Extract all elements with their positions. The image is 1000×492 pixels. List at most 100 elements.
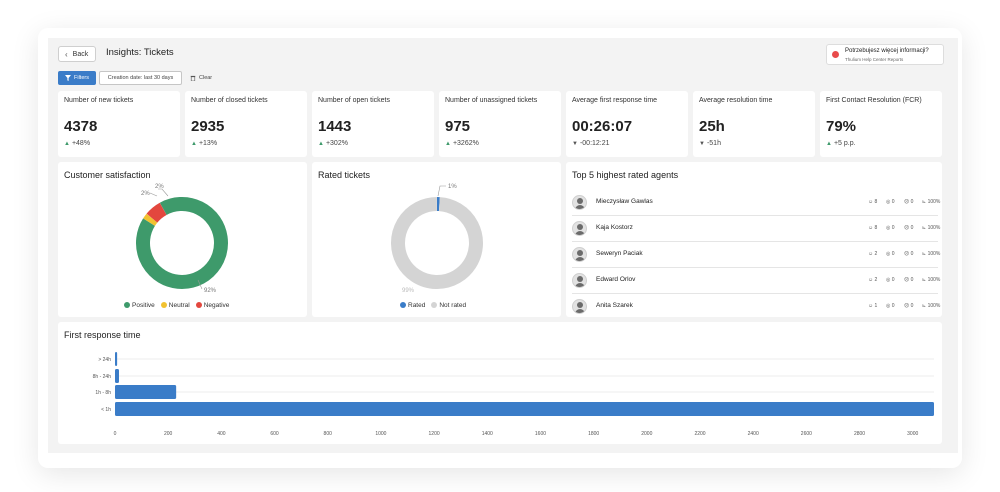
neutral-label-leader bbox=[149, 192, 158, 197]
y-tick-label: 1h - 8h bbox=[95, 390, 111, 396]
x-tick-label: 200 bbox=[164, 431, 173, 437]
top-agents-panel: Top 5 highest rated agents Mieczysław Ga… bbox=[566, 162, 942, 317]
kpi-change: ▲ +5 p.p. bbox=[826, 140, 856, 147]
legend-rated: Rated bbox=[400, 302, 425, 309]
kpi-card[interactable]: Average resolution time 25h ▼ -51h bbox=[693, 91, 815, 157]
date-filter-chip[interactable]: Creation date: last 30 days bbox=[99, 71, 182, 85]
kpi-card[interactable]: Number of closed tickets 2935 ▲ +13% bbox=[185, 91, 307, 157]
help-banner[interactable]: Potrzebujesz więcej informacji? Thulium … bbox=[826, 44, 944, 65]
x-tick-label: 1400 bbox=[482, 431, 493, 437]
kpi-label: Number of closed tickets bbox=[191, 97, 268, 104]
rated-percent-label: 1% bbox=[448, 184, 457, 190]
customer-satisfaction-legend: Positive Neutral Negative bbox=[124, 302, 229, 309]
agent-name: Mieczysław Gawlas bbox=[596, 198, 653, 205]
legend-rated-label: Rated bbox=[408, 302, 426, 309]
negative-percent-label: 2% bbox=[155, 184, 164, 190]
bar-8h-24h bbox=[115, 369, 119, 383]
agent-stat-neg: ☹ 0 bbox=[904, 225, 913, 231]
agent-stat-value: 0 bbox=[891, 303, 895, 309]
agent-stat-value: 2 bbox=[874, 277, 878, 283]
kpi-value: 79% bbox=[826, 118, 857, 135]
agent-stat-value: 0 bbox=[891, 277, 895, 283]
back-button[interactable]: ‹ Back bbox=[58, 46, 96, 62]
agent-stat-neu: ◎ 0 bbox=[886, 251, 895, 257]
kpi-label: First Contact Resolution (FCR) bbox=[826, 97, 922, 104]
x-tick-label: 400 bbox=[217, 431, 226, 437]
agent-stat-pct: ⊾ 100% bbox=[922, 251, 940, 257]
kpi-card[interactable]: Average first response time 00:26:07 ▼ -00:… bbox=[566, 91, 688, 157]
sad-face-icon: ☹ bbox=[904, 277, 911, 283]
kpi-change-value: -00:12:21 bbox=[579, 140, 610, 147]
donut-slice-negative bbox=[146, 202, 167, 223]
triangle-up-icon: ▲ bbox=[191, 140, 197, 147]
legend-not-rated-label: Not rated bbox=[439, 302, 467, 309]
agent-row[interactable]: Mieczysław Gawlas ☺ 8 ◎ 0 ☹ 0 ⊾ 100% bbox=[572, 190, 940, 216]
triangle-up-icon: ▲ bbox=[826, 140, 832, 147]
x-tick-label: 600 bbox=[270, 431, 279, 437]
rated-swatch bbox=[400, 302, 406, 308]
not-rated-swatch bbox=[431, 302, 438, 308]
customer-satisfaction-panel: Customer satisfaction 2% 2% 92% Positive N… bbox=[58, 162, 307, 317]
agent-row[interactable]: Seweryn Paciak ☺ 2 ◎ 0 ☹ 0 ⊾ 100% bbox=[572, 242, 940, 268]
kpi-change: ▼ -51h bbox=[699, 140, 721, 147]
kpi-change-value: +5 p.p. bbox=[833, 140, 856, 147]
x-tick-label: 1000 bbox=[375, 431, 386, 437]
donut-slice-neutral bbox=[143, 213, 158, 226]
legend-not-rated: Not rated bbox=[431, 302, 466, 309]
first-response-time-title: First response time bbox=[64, 330, 141, 340]
kpi-label: Number of unassigned tickets bbox=[445, 97, 538, 104]
kpi-card[interactable]: Number of unassigned tickets 975 ▲ +3262% bbox=[439, 91, 561, 157]
x-tick-label: 2400 bbox=[748, 431, 759, 437]
avatar bbox=[572, 247, 587, 262]
kpi-change: ▲ +302% bbox=[318, 140, 348, 147]
agent-stat-pos: ☺ 2 bbox=[868, 251, 877, 257]
help-banner-subtitle: Thulium Help Center Reports bbox=[845, 57, 904, 62]
x-tick-label: 2200 bbox=[694, 431, 705, 437]
filters-button[interactable]: Filters bbox=[58, 71, 96, 85]
x-tick-label: 2600 bbox=[801, 431, 812, 437]
agent-name: Edward Orlov bbox=[596, 276, 636, 283]
first-response-time-chart: > 24h 8h - 24h 1h - 8h < 1h 0 200 400 600 800 100… bbox=[93, 352, 934, 437]
agent-stat-neg: ☹ 0 bbox=[904, 303, 913, 309]
bar--1h bbox=[115, 402, 934, 416]
agent-row[interactable]: Edward Orlov ☺ 2 ◎ 0 ☹ 0 ⊾ 100% bbox=[572, 268, 940, 294]
y-tick-label: 8h - 24h bbox=[93, 374, 112, 380]
x-tick-label: 2000 bbox=[641, 431, 652, 437]
agent-row[interactable]: Anita Szarek ☺ 1 ◎ 0 ☹ 0 ⊾ 100% bbox=[572, 294, 940, 320]
positive-label-leader bbox=[197, 279, 203, 290]
percent-chart-icon: ⊾ bbox=[922, 225, 928, 231]
bar-1h-8h bbox=[115, 385, 177, 399]
agent-row[interactable]: Kaja Kostorz ☺ 8 ◎ 0 ☹ 0 ⊾ 100% bbox=[572, 216, 940, 242]
rated-tickets-donut: 1% 99% bbox=[391, 184, 483, 294]
kpi-change-value: +13% bbox=[198, 140, 218, 147]
donut-slice-not-rated bbox=[391, 197, 483, 289]
kpi-value: 4378 bbox=[64, 118, 98, 135]
kpi-change-value: +48% bbox=[71, 140, 91, 147]
kpi-value: 975 bbox=[445, 118, 471, 135]
sad-face-icon: ☹ bbox=[904, 303, 911, 309]
neutral-face-icon: ◎ bbox=[886, 225, 892, 231]
triangle-up-icon: ▲ bbox=[445, 140, 451, 147]
kpi-card[interactable]: Number of open tickets 1443 ▲ +302% bbox=[312, 91, 434, 157]
x-tick-label: 1200 bbox=[429, 431, 440, 437]
top-agents-title: Top 5 highest rated agents bbox=[572, 170, 679, 180]
customer-satisfaction-title: Customer satisfaction bbox=[64, 170, 151, 180]
rated-tickets-title: Rated tickets bbox=[318, 170, 371, 180]
rated-label-leader bbox=[437, 185, 446, 197]
neutral-face-icon: ◎ bbox=[886, 277, 892, 283]
agent-name: Anita Szarek bbox=[596, 302, 633, 309]
neutral-face-icon: ◎ bbox=[886, 303, 892, 309]
agent-name: Kaja Kostorz bbox=[596, 224, 633, 231]
kpi-label: Number of open tickets bbox=[318, 97, 390, 104]
clear-filters-button[interactable]: Clear bbox=[190, 71, 212, 85]
filter-icon bbox=[65, 75, 71, 81]
rated-tickets-legend: Rated Not rated bbox=[400, 302, 466, 309]
agent-stat-value: 0 bbox=[910, 251, 914, 257]
neutral-face-icon: ◎ bbox=[886, 199, 892, 205]
kpi-card[interactable]: Number of new tickets 4378 ▲ +48% bbox=[58, 91, 180, 157]
clear-filters-label: Clear bbox=[199, 75, 213, 81]
negative-label-leader bbox=[158, 188, 169, 197]
avatar bbox=[572, 299, 587, 314]
kpi-card[interactable]: First Contact Resolution (FCR) 79% ▲ +5 p.p… bbox=[820, 91, 942, 157]
agent-stat-value: 0 bbox=[910, 303, 914, 309]
